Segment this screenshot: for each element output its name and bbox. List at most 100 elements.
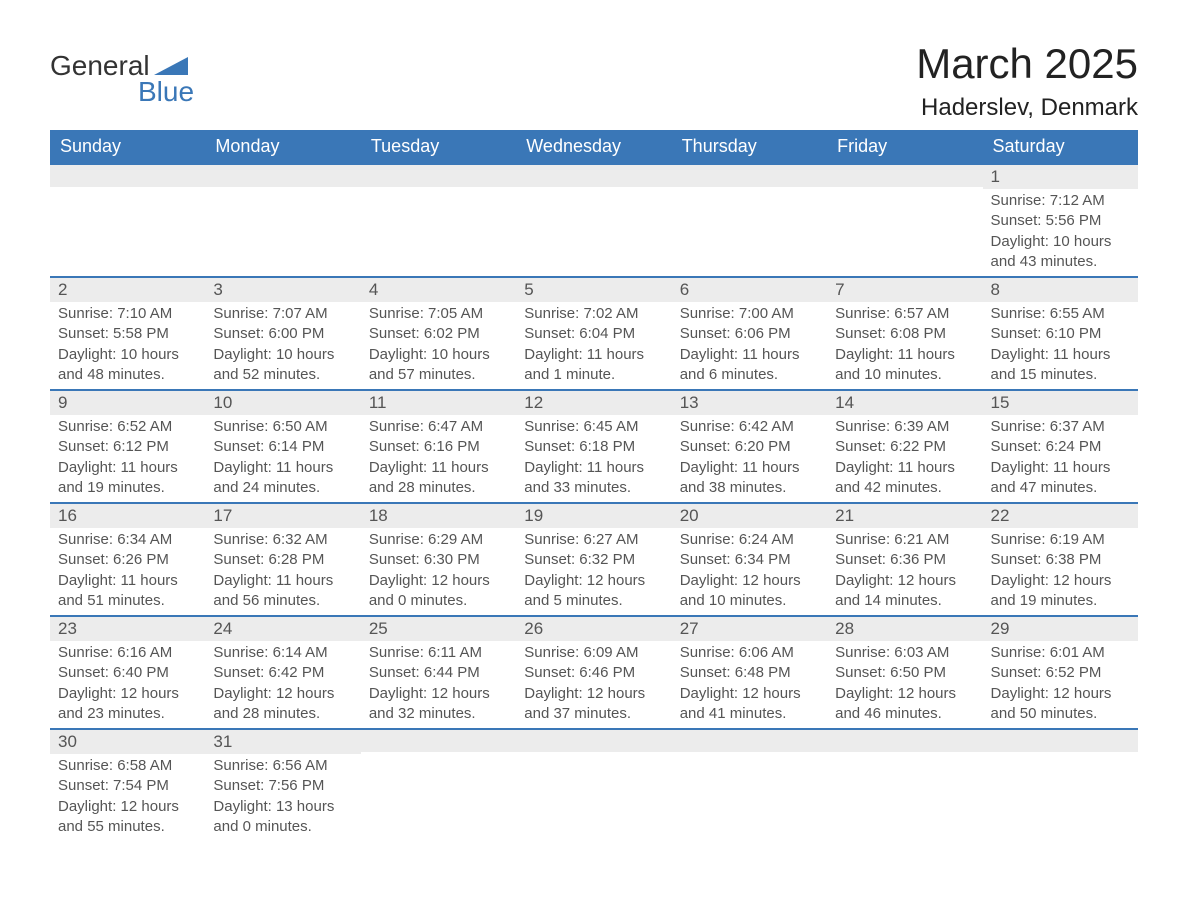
day-body: Sunrise: 6:34 AMSunset: 6:26 PMDaylight:… — [50, 528, 205, 615]
day-detail-line: Sunrise: 6:55 AM — [991, 304, 1130, 324]
day-detail-line: Sunrise: 6:56 AM — [213, 756, 352, 776]
day-detail-line: Sunrise: 6:29 AM — [369, 530, 508, 550]
calendar-cell: 5Sunrise: 7:02 AMSunset: 6:04 PMDaylight… — [516, 277, 671, 390]
day-body: Sunrise: 6:19 AMSunset: 6:38 PMDaylight:… — [983, 528, 1138, 615]
calendar-cell: 17Sunrise: 6:32 AMSunset: 6:28 PMDayligh… — [205, 503, 360, 616]
day-body: Sunrise: 6:50 AMSunset: 6:14 PMDaylight:… — [205, 415, 360, 502]
day-body: Sunrise: 6:09 AMSunset: 6:46 PMDaylight:… — [516, 641, 671, 728]
day-body: Sunrise: 6:06 AMSunset: 6:48 PMDaylight:… — [672, 641, 827, 728]
day-detail-line: Sunrise: 6:52 AM — [58, 417, 197, 437]
day-detail-line: Sunset: 7:56 PM — [213, 776, 352, 796]
day-detail-line: Sunset: 6:06 PM — [680, 324, 819, 344]
day-detail-line: Sunrise: 6:19 AM — [991, 530, 1130, 550]
day-number: 8 — [983, 278, 1138, 302]
day-number — [516, 730, 671, 752]
weekday-header: Sunday — [50, 130, 205, 164]
day-number: 19 — [516, 504, 671, 528]
day-detail-line: Sunset: 6:46 PM — [524, 663, 663, 683]
calendar-cell: 23Sunrise: 6:16 AMSunset: 6:40 PMDayligh… — [50, 616, 205, 729]
calendar-cell: 31Sunrise: 6:56 AMSunset: 7:56 PMDayligh… — [205, 729, 360, 841]
day-number: 13 — [672, 391, 827, 415]
day-body: Sunrise: 6:32 AMSunset: 6:28 PMDaylight:… — [205, 528, 360, 615]
day-body — [205, 187, 360, 267]
calendar-cell: 3Sunrise: 7:07 AMSunset: 6:00 PMDaylight… — [205, 277, 360, 390]
day-detail-line: Sunrise: 6:45 AM — [524, 417, 663, 437]
title-block: March 2025 Haderslev, Denmark — [916, 40, 1138, 122]
day-detail-line: Sunrise: 6:42 AM — [680, 417, 819, 437]
day-body — [983, 752, 1138, 832]
day-detail-line: Sunset: 6:32 PM — [524, 550, 663, 570]
day-number: 6 — [672, 278, 827, 302]
calendar-cell: 27Sunrise: 6:06 AMSunset: 6:48 PMDayligh… — [672, 616, 827, 729]
day-number: 24 — [205, 617, 360, 641]
day-detail-line: Daylight: 12 hours and 23 minutes. — [58, 684, 197, 725]
day-detail-line: Sunset: 6:02 PM — [369, 324, 508, 344]
calendar-week-row: 1Sunrise: 7:12 AMSunset: 5:56 PMDaylight… — [50, 164, 1138, 277]
day-body: Sunrise: 6:16 AMSunset: 6:40 PMDaylight:… — [50, 641, 205, 728]
day-detail-line: Daylight: 11 hours and 19 minutes. — [58, 458, 197, 499]
day-number: 27 — [672, 617, 827, 641]
calendar-cell: 18Sunrise: 6:29 AMSunset: 6:30 PMDayligh… — [361, 503, 516, 616]
day-number: 18 — [361, 504, 516, 528]
calendar-week-row: 9Sunrise: 6:52 AMSunset: 6:12 PMDaylight… — [50, 390, 1138, 503]
day-detail-line: Daylight: 11 hours and 6 minutes. — [680, 345, 819, 386]
day-detail-line: Sunrise: 6:03 AM — [835, 643, 974, 663]
day-body: Sunrise: 6:14 AMSunset: 6:42 PMDaylight:… — [205, 641, 360, 728]
day-number: 15 — [983, 391, 1138, 415]
day-detail-line: Daylight: 11 hours and 33 minutes. — [524, 458, 663, 499]
day-detail-line: Sunset: 5:56 PM — [991, 211, 1130, 231]
day-body: Sunrise: 7:12 AMSunset: 5:56 PMDaylight:… — [983, 189, 1138, 276]
calendar-week-row: 30Sunrise: 6:58 AMSunset: 7:54 PMDayligh… — [50, 729, 1138, 841]
day-body: Sunrise: 6:27 AMSunset: 6:32 PMDaylight:… — [516, 528, 671, 615]
day-detail-line: Sunset: 6:52 PM — [991, 663, 1130, 683]
calendar-cell: 29Sunrise: 6:01 AMSunset: 6:52 PMDayligh… — [983, 616, 1138, 729]
day-detail-line: Sunrise: 6:09 AM — [524, 643, 663, 663]
day-number: 31 — [205, 730, 360, 754]
calendar-cell — [983, 729, 1138, 841]
day-body: Sunrise: 6:45 AMSunset: 6:18 PMDaylight:… — [516, 415, 671, 502]
day-detail-line: Daylight: 12 hours and 37 minutes. — [524, 684, 663, 725]
day-body: Sunrise: 6:58 AMSunset: 7:54 PMDaylight:… — [50, 754, 205, 841]
day-number — [361, 165, 516, 187]
day-detail-line: Sunrise: 7:07 AM — [213, 304, 352, 324]
calendar-cell: 10Sunrise: 6:50 AMSunset: 6:14 PMDayligh… — [205, 390, 360, 503]
day-detail-line: Daylight: 12 hours and 28 minutes. — [213, 684, 352, 725]
day-number — [205, 165, 360, 187]
day-number: 11 — [361, 391, 516, 415]
weekday-header: Saturday — [983, 130, 1138, 164]
calendar-body: 1Sunrise: 7:12 AMSunset: 5:56 PMDaylight… — [50, 164, 1138, 841]
day-detail-line: Sunset: 6:10 PM — [991, 324, 1130, 344]
day-detail-line: Sunrise: 6:58 AM — [58, 756, 197, 776]
calendar-cell — [361, 729, 516, 841]
weekday-header: Tuesday — [361, 130, 516, 164]
day-body — [827, 187, 982, 267]
calendar-cell — [516, 164, 671, 277]
calendar-cell — [516, 729, 671, 841]
calendar-cell — [361, 164, 516, 277]
weekday-header: Wednesday — [516, 130, 671, 164]
day-detail-line: Sunset: 6:30 PM — [369, 550, 508, 570]
day-number — [672, 165, 827, 187]
day-detail-line: Sunrise: 6:34 AM — [58, 530, 197, 550]
day-body: Sunrise: 7:05 AMSunset: 6:02 PMDaylight:… — [361, 302, 516, 389]
calendar-header: SundayMondayTuesdayWednesdayThursdayFrid… — [50, 130, 1138, 164]
day-number: 30 — [50, 730, 205, 754]
day-number — [672, 730, 827, 752]
day-detail-line: Daylight: 10 hours and 57 minutes. — [369, 345, 508, 386]
day-body: Sunrise: 6:01 AMSunset: 6:52 PMDaylight:… — [983, 641, 1138, 728]
day-detail-line: Sunrise: 6:47 AM — [369, 417, 508, 437]
page-title: March 2025 — [916, 40, 1138, 88]
day-number — [827, 730, 982, 752]
day-detail-line: Sunrise: 6:14 AM — [213, 643, 352, 663]
day-detail-line: Sunset: 6:20 PM — [680, 437, 819, 457]
day-number: 3 — [205, 278, 360, 302]
day-body — [50, 187, 205, 267]
day-detail-line: Daylight: 11 hours and 10 minutes. — [835, 345, 974, 386]
day-number — [983, 730, 1138, 752]
day-detail-line: Daylight: 11 hours and 24 minutes. — [213, 458, 352, 499]
day-detail-line: Daylight: 12 hours and 50 minutes. — [991, 684, 1130, 725]
calendar-cell: 30Sunrise: 6:58 AMSunset: 7:54 PMDayligh… — [50, 729, 205, 841]
calendar-cell: 7Sunrise: 6:57 AMSunset: 6:08 PMDaylight… — [827, 277, 982, 390]
logo-text-blue: Blue — [138, 76, 194, 108]
day-body: Sunrise: 6:03 AMSunset: 6:50 PMDaylight:… — [827, 641, 982, 728]
